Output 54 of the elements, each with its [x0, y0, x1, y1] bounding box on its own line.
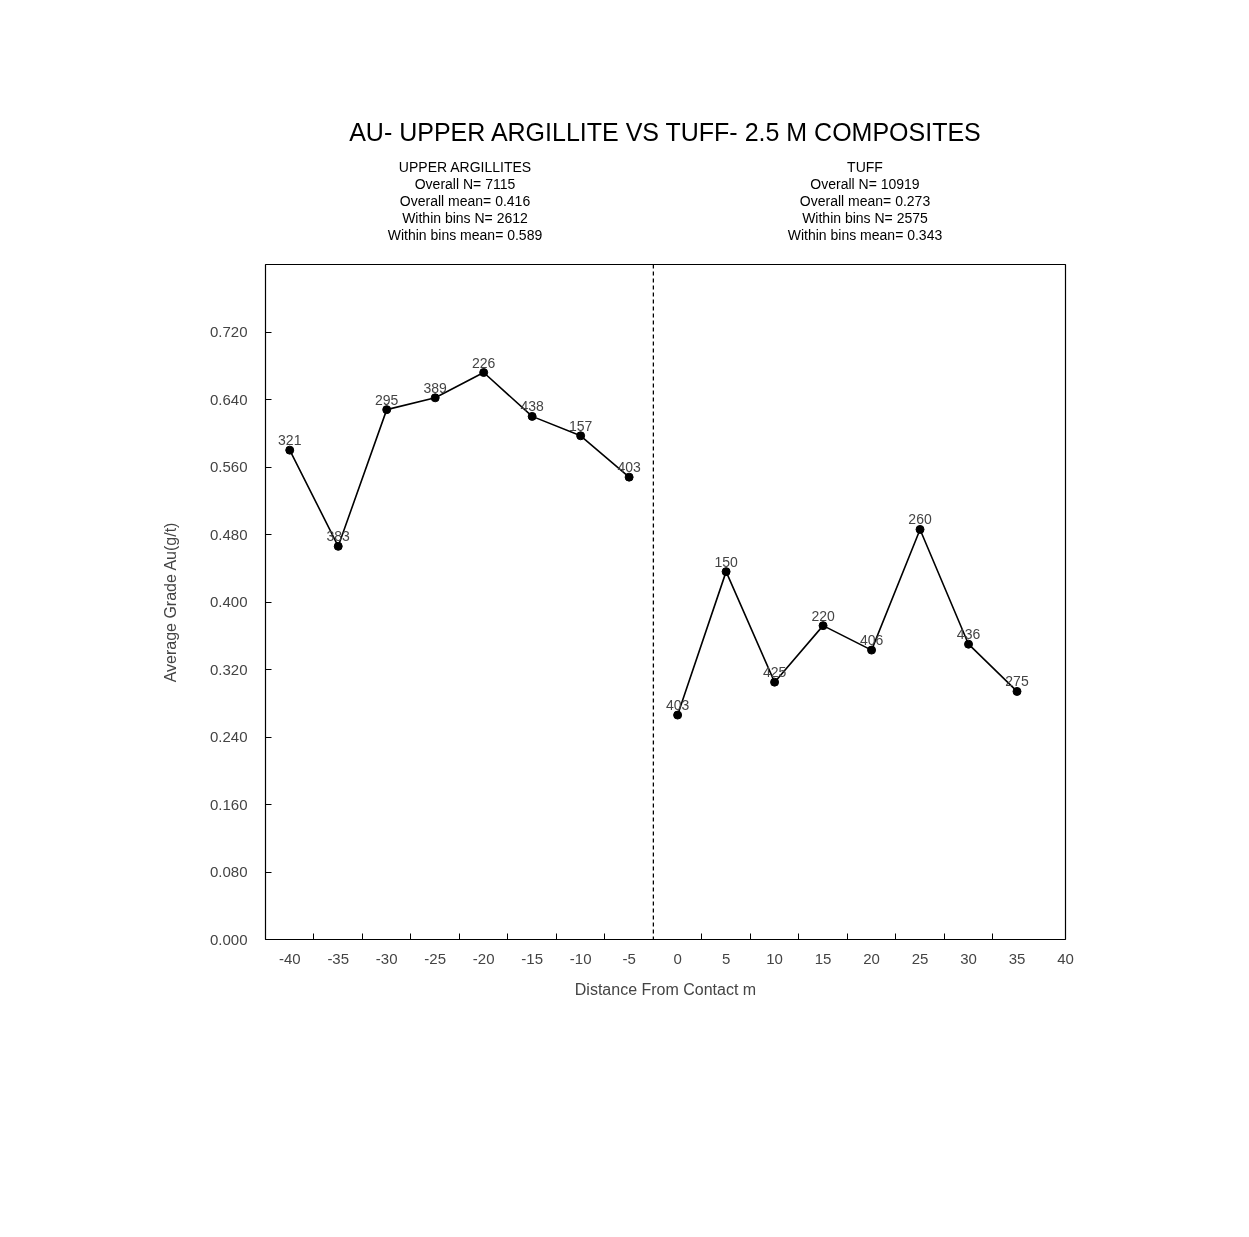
x-tick-label: -30 — [375, 949, 398, 967]
point — [479, 368, 489, 377]
y-tick-label: 0.560 — [209, 458, 248, 475]
annotation: 275 — [1005, 673, 1029, 690]
y-tick-label: 0.640 — [209, 390, 248, 408]
annotation: 157 — [568, 417, 593, 434]
annotation: 226 — [472, 354, 496, 371]
annotation: 220 — [811, 607, 835, 624]
x-tick-label: -35 — [327, 949, 350, 967]
x-tick-label: -15 — [521, 949, 544, 967]
x-tick-label: -20 — [472, 949, 495, 967]
y-tick-label: 0.720 — [209, 323, 248, 340]
annotation: 321 — [278, 432, 302, 449]
annotation: 260 — [908, 511, 932, 528]
y-tick-label: 0.000 — [209, 930, 248, 948]
y-tick-label: 0.400 — [209, 593, 248, 610]
x-tick-label: 15 — [814, 949, 832, 967]
annotation: 150 — [714, 553, 738, 570]
x-tick-label: -40 — [278, 949, 301, 967]
text: TUFF Overall N= 10919 Overall mean= 0.273 Within bins N= 2575 Within bins mean= 0.343 — [787, 159, 943, 244]
point — [382, 405, 392, 415]
point — [624, 472, 634, 482]
point — [430, 393, 440, 403]
point — [285, 445, 295, 455]
annotation: 295 — [375, 391, 399, 408]
x-tick-label: -10 — [569, 949, 592, 967]
y-tick-label: 0.480 — [209, 525, 248, 543]
x-axis-title: Distance From Contact m — [574, 980, 757, 998]
y-tick-label: 0.160 — [209, 795, 248, 813]
point — [576, 431, 586, 441]
point — [915, 524, 925, 534]
point — [818, 621, 828, 631]
annotation: 389 — [423, 379, 448, 396]
x-tick-label: 35 — [1008, 949, 1026, 967]
y-tick-label: 0.320 — [209, 660, 248, 678]
x-tick-label: 0 — [673, 949, 682, 967]
point — [721, 567, 731, 577]
x-tick-label: 30 — [960, 949, 977, 967]
x-tick-label: 5 — [721, 949, 731, 967]
x-tick-label: -25 — [424, 949, 447, 967]
point — [527, 411, 537, 421]
y-axis-title: Average Grade Au(g/t) — [161, 522, 179, 683]
y-tick-label: 0.080 — [209, 863, 248, 880]
annotation: 403 — [617, 459, 642, 476]
x-tick-label: 25 — [911, 949, 929, 967]
x-tick-label: -5 — [622, 949, 636, 967]
x-tick-label: 40 — [1057, 949, 1074, 967]
text: UPPER ARGILLITES Overall N= 7115 Overall mean= 0.416 Within bins N= 2612 Within bins mean= 0.589 — [387, 159, 543, 244]
x-tick-label: 10 — [766, 949, 783, 967]
chart-title: AU- UPPER ARGILLITE VS TUFF- 2.5 M COMPOSITES — [349, 117, 981, 148]
annotation: 438 — [520, 398, 545, 415]
x-tick-label: 20 — [863, 949, 880, 967]
y-tick-label: 0.240 — [209, 728, 248, 745]
point — [1012, 686, 1022, 696]
